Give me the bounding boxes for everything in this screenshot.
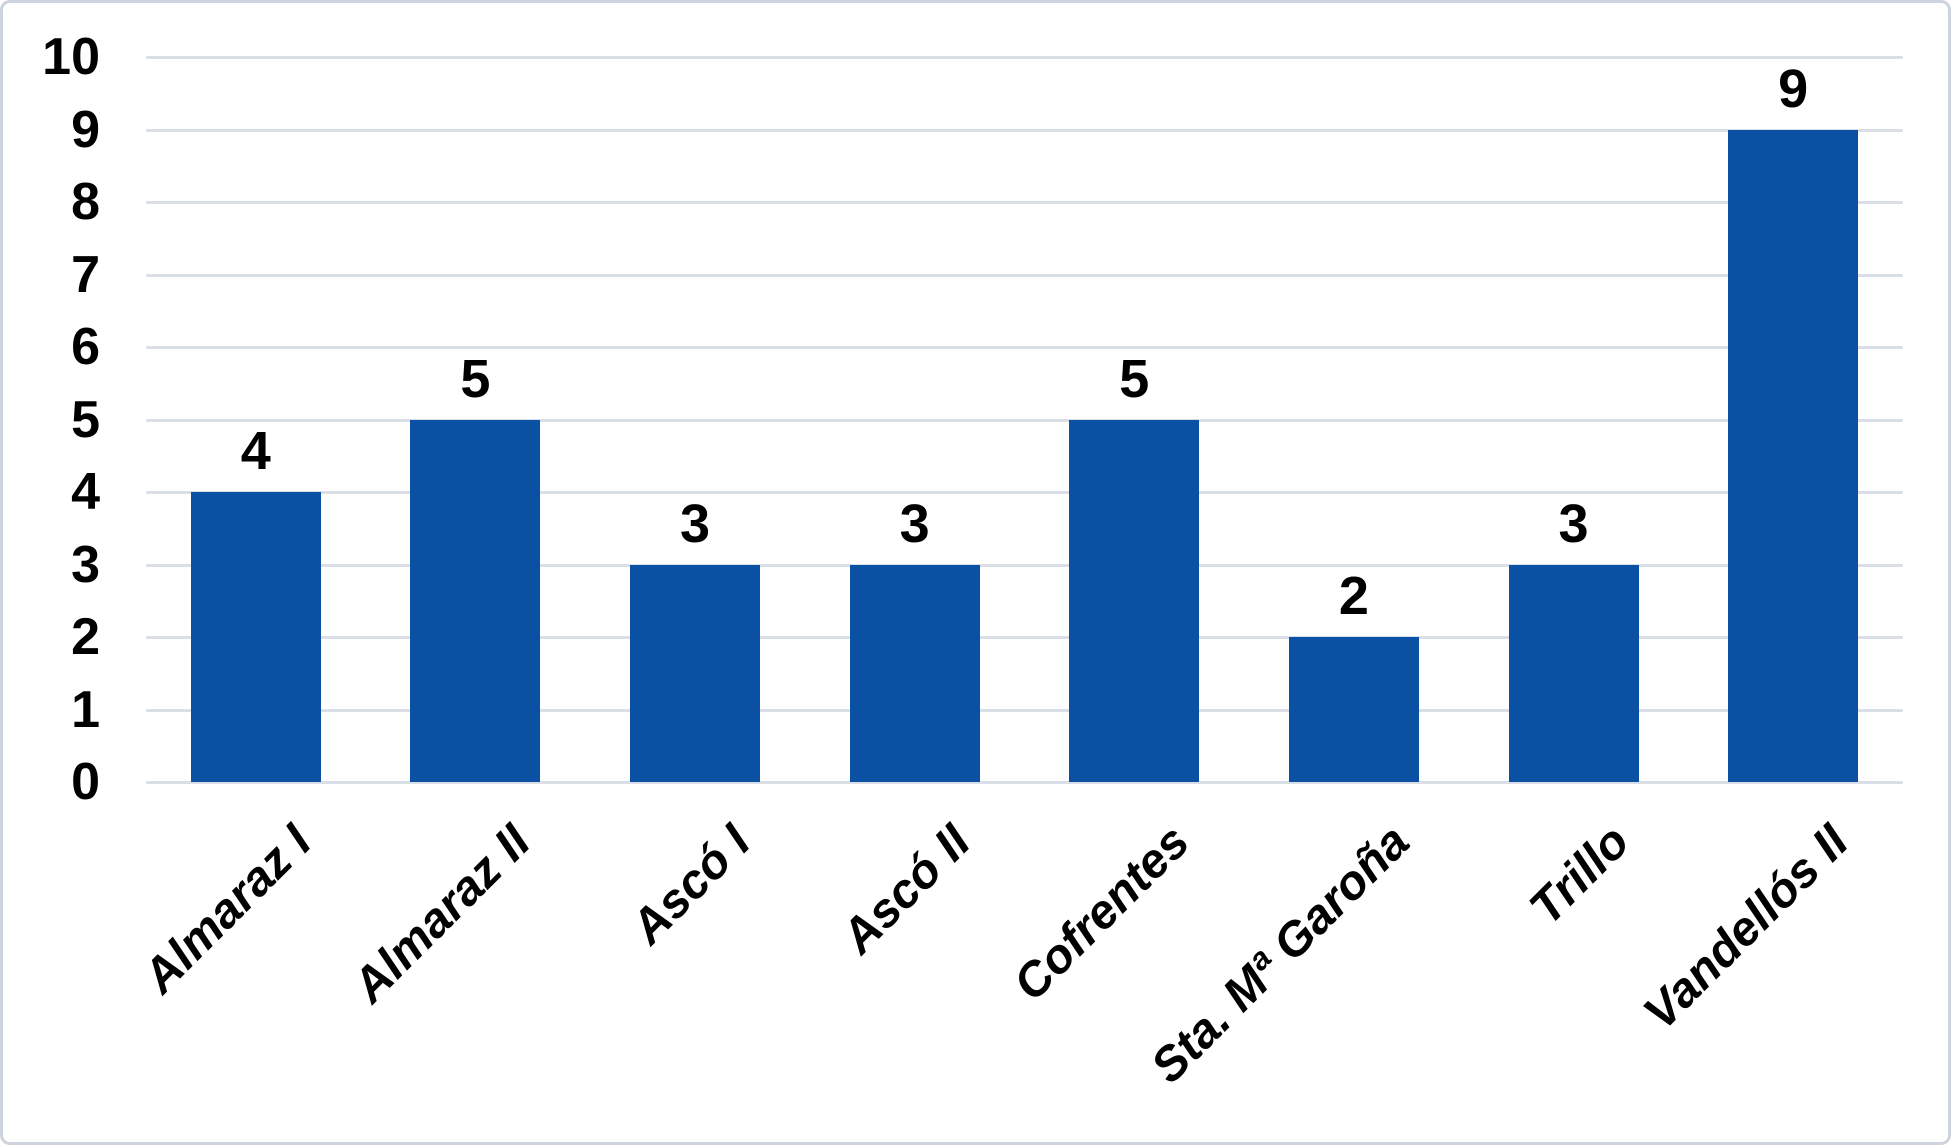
y-axis-tick-label: 6 <box>71 318 100 376</box>
y-gridline <box>146 346 1903 349</box>
y-gridline <box>146 418 1903 422</box>
bar <box>849 564 980 782</box>
bar-value-label: 3 <box>1558 493 1589 554</box>
bar-value-label: 2 <box>1338 566 1369 626</box>
y-axis-tick-label: 5 <box>71 390 100 449</box>
y-axis-tick-label: 10 <box>42 28 100 86</box>
bar-value-label: 3 <box>680 493 711 554</box>
bar-value-label: 3 <box>899 493 930 554</box>
bar <box>1288 637 1419 782</box>
bar <box>1069 419 1200 782</box>
bar-value-label: 5 <box>1119 348 1150 409</box>
bar <box>1508 564 1639 782</box>
y-gridline <box>146 781 1903 784</box>
y-axis-tick-label: 3 <box>71 535 100 594</box>
y-gridline <box>146 491 1903 494</box>
y-gridline <box>146 708 1903 712</box>
bar <box>630 564 761 782</box>
y-gridline <box>146 56 1903 59</box>
y-gridline <box>146 273 1903 277</box>
plot-area: 0 1 2 3 4 5 6 7 8 9 10 4 Almaraz I 5 Almaraz II 3 Ascó I… <box>3 3 1948 1142</box>
y-axis-tick-label: 8 <box>71 173 100 231</box>
y-gridline <box>146 636 1903 639</box>
y-axis-tick-label: 0 <box>71 753 100 811</box>
bar-value-label: 5 <box>460 348 491 409</box>
bar <box>190 492 321 782</box>
y-gridline <box>146 563 1903 567</box>
bar <box>410 419 541 782</box>
bar-value-label: 9 <box>1778 58 1809 119</box>
y-gridline <box>146 128 1903 132</box>
y-axis-tick-label: 2 <box>71 608 100 666</box>
y-axis-tick-label: 1 <box>71 680 100 739</box>
y-gridline <box>146 201 1903 204</box>
bar-value-label: 4 <box>240 421 271 481</box>
bar <box>1728 129 1859 782</box>
y-axis-tick-label: 7 <box>71 245 100 304</box>
y-axis-tick-label: 4 <box>71 463 100 521</box>
y-axis-tick-label: 9 <box>71 100 100 159</box>
